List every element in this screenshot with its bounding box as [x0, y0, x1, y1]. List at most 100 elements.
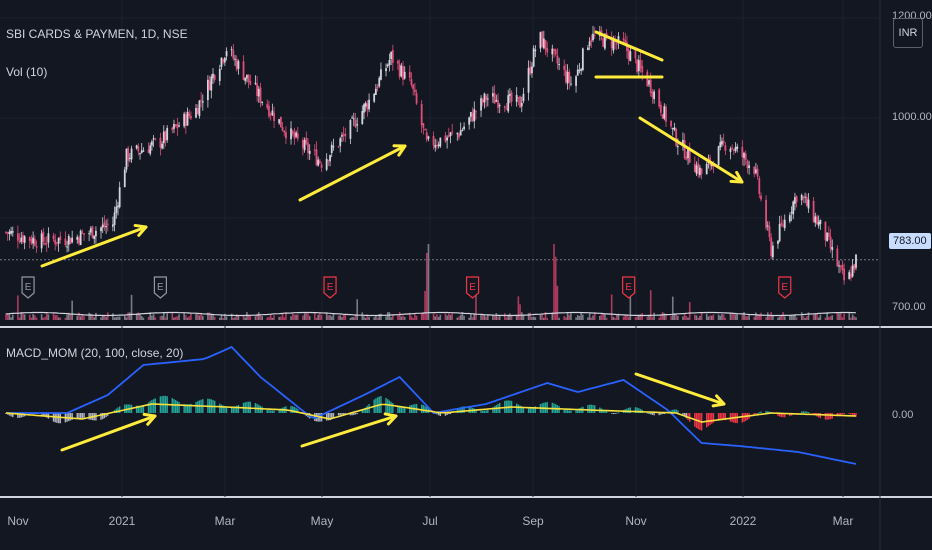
- candle-body: [634, 50, 637, 59]
- histogram-bar: [653, 413, 655, 416]
- candle-body: [117, 205, 119, 208]
- time-axis-label: 2021: [109, 514, 136, 528]
- price-tick-label: 700.00: [892, 301, 926, 313]
- candle-body: [198, 100, 201, 117]
- histogram-bar: [819, 413, 822, 419]
- candle-body: [461, 129, 464, 131]
- volume-bar: [376, 317, 379, 320]
- candle-body: [800, 194, 803, 201]
- candle-body: [780, 222, 783, 225]
- volume-bar: [244, 317, 247, 320]
- histogram-bar: [117, 407, 119, 413]
- earnings-marker: E: [21, 276, 35, 299]
- volume-bar: [792, 315, 795, 320]
- candle-body: [756, 168, 759, 177]
- volume-bar: [541, 314, 543, 320]
- histogram-bar: [20, 413, 22, 418]
- volume-bar: [487, 314, 489, 320]
- candle-body: [425, 132, 428, 140]
- volume-bar: [127, 312, 129, 320]
- candle-body: [130, 148, 133, 160]
- candle-body: [127, 147, 130, 161]
- candle-body: [422, 123, 425, 128]
- histogram-bar: [278, 409, 280, 413]
- candle-body: [473, 109, 476, 122]
- volume-bar: [200, 312, 202, 320]
- histogram-bar: [103, 413, 106, 419]
- volume-bar: [741, 313, 744, 320]
- candle-body: [653, 91, 656, 100]
- candle-body: [293, 132, 296, 139]
- histogram-bar: [590, 404, 593, 413]
- candle-body: [758, 178, 761, 194]
- volume-bar: [295, 314, 297, 320]
- candle-body: [18, 240, 21, 242]
- indicator-legend[interactable]: MACD_MOM (20, 100, close, 20): [6, 346, 184, 360]
- histogram-bar: [461, 406, 464, 413]
- histogram-bar: [682, 413, 684, 415]
- histogram-bar: [293, 406, 296, 413]
- volume-bar: [101, 315, 104, 320]
- candle-body: [814, 216, 817, 223]
- histogram-bar: [639, 408, 642, 413]
- histogram-bar: [234, 406, 236, 413]
- candle-body: [66, 246, 68, 248]
- histogram-bar: [337, 413, 340, 416]
- candle-body: [6, 232, 9, 234]
- candle-body: [339, 138, 342, 146]
- candle-body: [771, 245, 774, 258]
- volume-bar: [212, 315, 214, 320]
- histogram-bar: [517, 404, 520, 413]
- histogram-bar: [807, 412, 810, 414]
- candle-body: [279, 116, 282, 128]
- volume-bar: [663, 313, 666, 320]
- candle-body: [741, 146, 744, 158]
- time-axis-label: Nov: [7, 514, 28, 528]
- volume-bar: [40, 314, 43, 320]
- histogram-bar: [449, 413, 452, 414]
- volume-bar: [531, 316, 533, 320]
- candle-body: [135, 145, 138, 149]
- candle-body: [71, 237, 74, 243]
- candle-body: [753, 166, 756, 174]
- symbol-legend[interactable]: SBI CARDS & PAYMEN, 1D, NSE: [6, 27, 188, 41]
- volume-bar: [534, 317, 537, 320]
- volume-legend[interactable]: Vol (10): [6, 65, 48, 79]
- histogram-bar: [349, 413, 352, 416]
- volume-bar: [297, 314, 299, 320]
- histogram-bar: [459, 407, 462, 413]
- histogram-bar: [627, 407, 630, 413]
- candle-body: [434, 145, 437, 148]
- histogram-bar: [707, 413, 710, 427]
- histogram-bar: [565, 409, 567, 413]
- volume-bar: [35, 317, 38, 320]
- price-tick-label: 1000.00: [892, 111, 932, 123]
- candle-body: [639, 59, 642, 69]
- volume-bar: [313, 313, 316, 320]
- candle-body: [605, 33, 608, 37]
- volume-bar: [755, 312, 757, 320]
- candle-body: [20, 237, 23, 242]
- candle-body: [687, 147, 689, 159]
- volume-bar: [766, 312, 769, 320]
- candle-body: [344, 133, 347, 137]
- candle-body: [527, 67, 530, 93]
- histogram-bar: [475, 409, 477, 413]
- histogram-bar: [670, 410, 672, 413]
- volume-bar: [353, 317, 355, 320]
- volume-bar: [756, 315, 759, 320]
- volume-bar: [458, 316, 460, 320]
- candle-body: [853, 264, 856, 270]
- volume-bar: [361, 312, 364, 320]
- volume-bar: [599, 315, 601, 320]
- histogram-bar: [329, 413, 331, 421]
- volume-bar: [783, 316, 786, 320]
- candle-body: [269, 114, 272, 116]
- annotation-shaft: [40, 225, 148, 268]
- volume-bar: [483, 314, 486, 320]
- volume-bar: [812, 314, 815, 320]
- currency-badge[interactable]: INR: [893, 18, 923, 48]
- histogram-bar: [327, 413, 330, 421]
- histogram-bar: [237, 405, 240, 413]
- candle-body: [778, 223, 781, 242]
